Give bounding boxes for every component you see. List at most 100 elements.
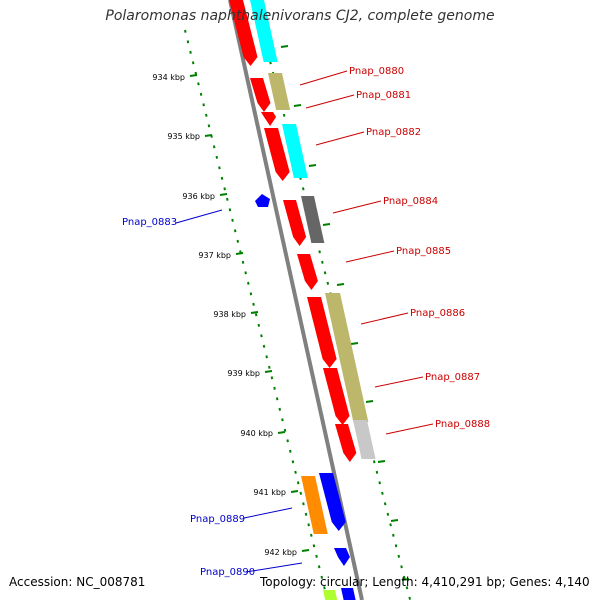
gene-features	[229, 0, 376, 600]
leader-line	[385, 423, 434, 435]
gene-feature-blue-0883[interactable]	[255, 194, 270, 207]
scale-label-938: 938 kbp	[213, 310, 246, 319]
scale-tick-dot	[299, 491, 303, 495]
gene-label-pnap-0882[interactable]: Pnap_0882	[366, 127, 421, 138]
gene-feature-blue-bottom[interactable]	[341, 588, 356, 600]
scale-tick-dot	[317, 565, 321, 569]
scale-label-934: 934 kbp	[152, 73, 185, 82]
scale-tick-dot	[273, 386, 276, 390]
scale-tick-dot	[289, 449, 292, 453]
leader-line	[175, 209, 223, 224]
scale-tick-dot	[397, 554, 401, 558]
gene-feature-orange-0889[interactable]	[301, 476, 328, 534]
gene-label-pnap-0884[interactable]: Pnap_0884	[383, 196, 438, 207]
gene-feature-red-0882[interactable]	[264, 128, 290, 181]
genome-summary-text: Topology: circular; Length: 4,410,291 bp…	[260, 575, 590, 589]
gene-label-pnap-0889[interactable]: Pnap_0889	[190, 514, 245, 525]
gene-feature-red-0885[interactable]	[297, 254, 318, 290]
scale-tick-dot	[197, 82, 200, 86]
major-tick	[250, 311, 259, 314]
gene-feature-red-0880[interactable]	[250, 78, 271, 112]
gene-label-pnap-0890[interactable]: Pnap_0890	[200, 567, 255, 578]
major-tick	[189, 74, 198, 77]
major-tick	[336, 283, 345, 286]
gene-feature-gray-0884[interactable]	[301, 196, 325, 243]
major-tick	[322, 223, 331, 226]
gene-feature-lime-bottom[interactable]	[323, 590, 338, 600]
major-tick	[280, 45, 289, 48]
scale-tick-dot	[249, 292, 253, 296]
scale-tick-dot	[241, 260, 245, 264]
scale-label-940: 940 kbp	[240, 429, 273, 438]
leader-line	[305, 94, 355, 109]
scale-tick-dot	[281, 418, 284, 422]
scale-tick-dot	[260, 334, 263, 338]
scale-tick-dot	[294, 470, 297, 474]
gene-feature-khaki-0886[interactable]	[325, 293, 369, 422]
gene-feature-red-0888[interactable]	[335, 424, 357, 462]
gene-label-pnap-0880[interactable]: Pnap_0880	[349, 66, 404, 77]
gene-label-pnap-0885[interactable]: Pnap_0885	[396, 246, 451, 257]
scale-tick-dot	[223, 187, 226, 191]
scale-label-941: 941 kbp	[253, 488, 286, 497]
scale-tick-dot	[244, 271, 247, 275]
major-tick	[308, 164, 317, 167]
leader-line	[315, 131, 365, 146]
scale-tick-dot	[301, 187, 305, 191]
scale-tick-dot	[228, 208, 232, 212]
accession-text: Accession: NC_008781	[9, 575, 146, 589]
scale-tick-dot	[323, 271, 327, 275]
scale-tick-dot	[389, 523, 392, 527]
label-leader-lines	[175, 70, 434, 573]
scale-tick-dot	[262, 344, 266, 348]
gene-feature-red-small[interactable]	[261, 112, 277, 126]
leader-line	[374, 376, 424, 388]
scale-tick-dot	[202, 103, 205, 107]
scale-tick-dot	[207, 124, 211, 128]
scale-tick-dot	[218, 166, 221, 170]
scale-tick-dot	[220, 176, 224, 180]
gene-label-pnap-0888[interactable]: Pnap_0888	[435, 419, 490, 430]
leader-line	[243, 507, 293, 519]
gene-feature-cyan-0882[interactable]	[282, 124, 308, 178]
scale-label-936: 936 kbp	[182, 192, 215, 201]
major-tick	[350, 342, 359, 345]
major-tick	[290, 490, 299, 493]
scale-ticks-left	[184, 29, 329, 600]
scale-tick-dot	[184, 29, 187, 33]
gene-feature-red-0884[interactable]	[283, 200, 307, 246]
gene-feature-red-top[interactable]	[229, 0, 258, 66]
scale-tick-dot	[307, 523, 310, 527]
gene-label-pnap-0881[interactable]: Pnap_0881	[356, 90, 411, 101]
scale-tick-dot	[215, 155, 219, 159]
scale-tick-dot	[318, 250, 321, 254]
gene-label-pnap-0887[interactable]: Pnap_0887	[425, 372, 480, 383]
gene-feature-red-0886[interactable]	[307, 297, 337, 368]
gene-feature-blue-0890[interactable]	[334, 548, 350, 566]
gene-feature-blue-0889[interactable]	[319, 473, 346, 531]
scale-tick-dot	[252, 302, 255, 306]
scale-tick-dot	[394, 544, 398, 548]
gene-label-pnap-0883[interactable]: Pnap_0883	[122, 217, 177, 228]
scale-tick-dot	[199, 92, 203, 96]
scale-tick-dot	[247, 281, 250, 285]
scale-tick-dot	[381, 491, 384, 495]
scale-tick-dot	[408, 596, 411, 600]
gene-label-pnap-0886[interactable]: Pnap_0886	[410, 308, 465, 319]
gene-feature-lightgray-0888[interactable]	[353, 420, 376, 459]
major-tick	[277, 431, 286, 434]
leader-line	[345, 250, 395, 263]
scale-tick-dot	[291, 460, 295, 464]
scale-tick-dot	[304, 512, 308, 516]
gene-feature-khaki-0881[interactable]	[268, 73, 291, 110]
scale-tick-dot	[189, 50, 192, 54]
scale-tick-dot	[383, 502, 387, 506]
scale-tick-dot	[257, 323, 261, 327]
gene-feature-red-0887[interactable]	[323, 368, 350, 425]
major-tick	[293, 104, 302, 107]
scale-tick-dot	[372, 460, 376, 464]
leader-line	[245, 562, 303, 573]
scale-tick-dot	[323, 586, 326, 590]
gene-feature-cyan-top[interactable]	[250, 0, 278, 62]
scale-tick-dot	[321, 260, 324, 264]
